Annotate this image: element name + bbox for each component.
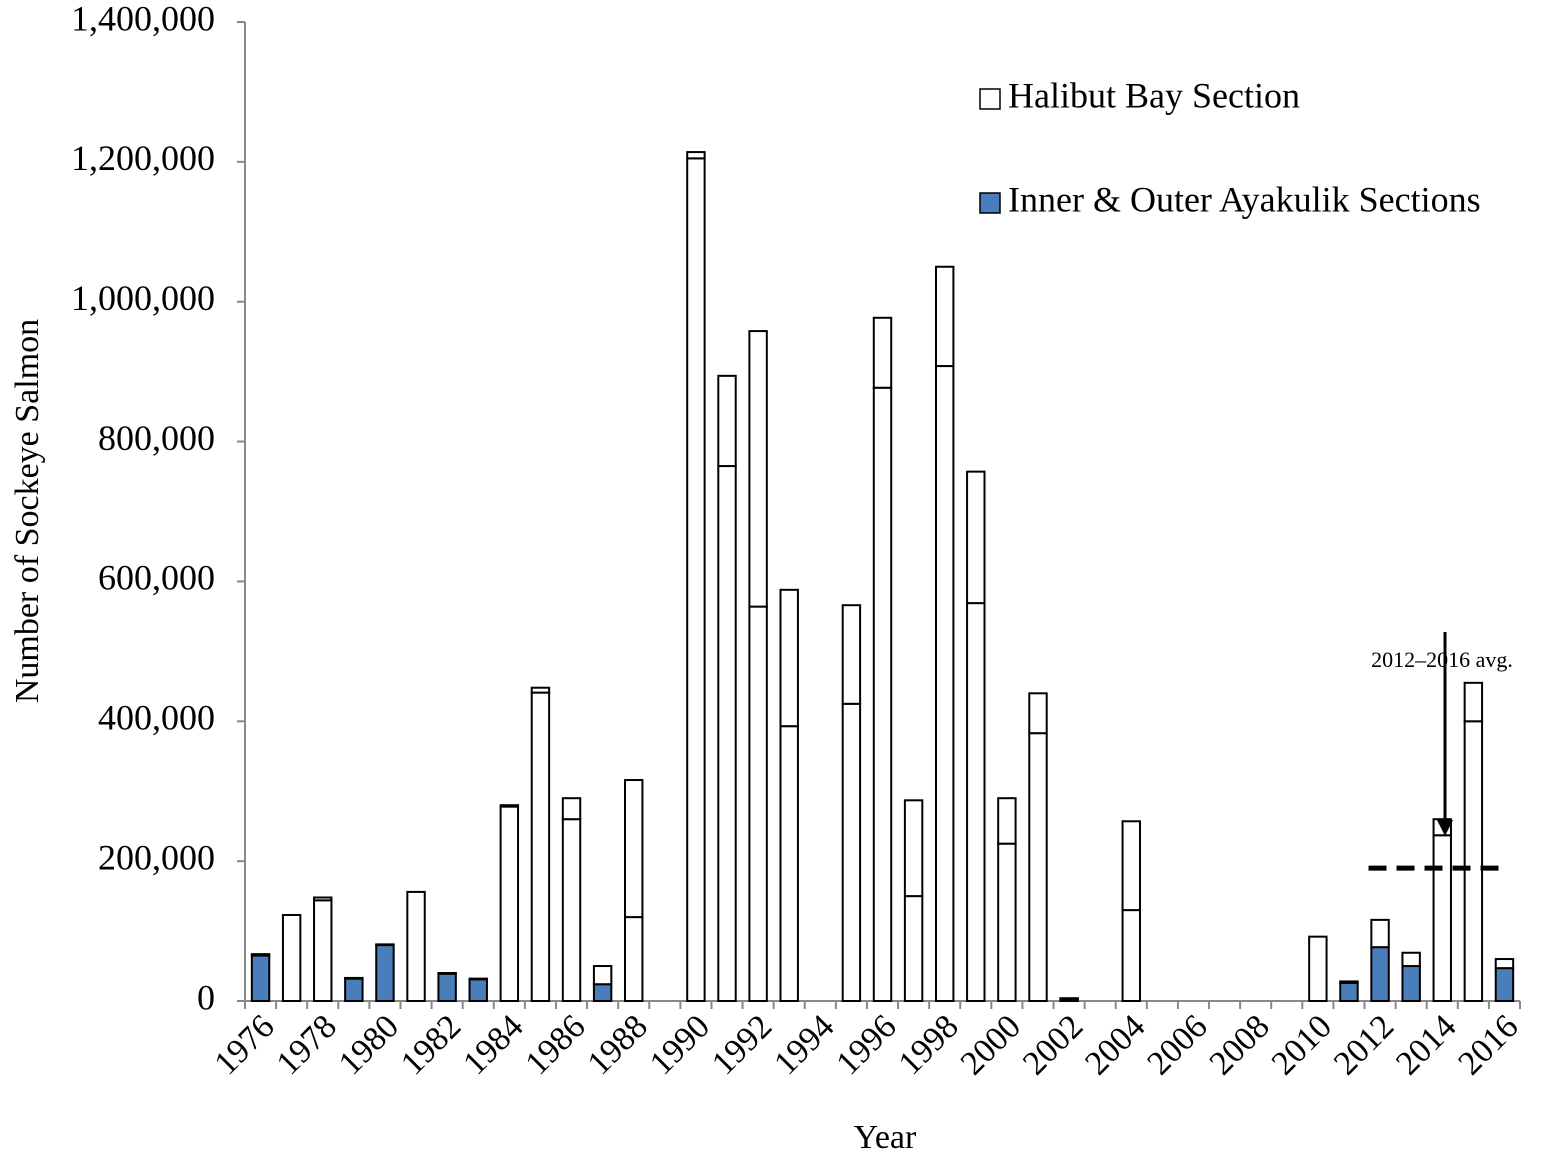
x-tick-label: 1988 xyxy=(581,1008,655,1082)
bar-segment xyxy=(872,316,893,389)
x-tick-label: 2004 xyxy=(1078,1008,1152,1082)
bar-segment xyxy=(1121,909,1141,1002)
x-tick-label: 2000 xyxy=(954,1008,1028,1082)
y-tick-label: 1,000,000 xyxy=(71,278,215,318)
bar-segment xyxy=(1370,918,1390,949)
x-tick-label: 2006 xyxy=(1140,1008,1214,1082)
bar-segment xyxy=(468,977,488,981)
bar-segment xyxy=(624,916,644,1002)
bar-segment xyxy=(934,265,955,368)
bar-segment xyxy=(1401,965,1421,1002)
bar-segment xyxy=(1339,981,1359,1002)
bar-segment xyxy=(313,896,333,902)
bar-segment xyxy=(1339,980,1359,984)
bar-segment xyxy=(1059,997,1079,1000)
bar-segment xyxy=(375,944,395,1002)
x-tick-label: 1982 xyxy=(394,1008,468,1082)
x-tick-label: 2010 xyxy=(1265,1008,1339,1082)
bar-segment xyxy=(1401,951,1421,968)
bar-segment xyxy=(748,605,768,1002)
bar-segment xyxy=(344,976,364,980)
bar-segment xyxy=(841,702,862,1003)
bar-segment xyxy=(1370,946,1390,1003)
bar-segment xyxy=(686,151,706,160)
y-tick-label: 1,400,000 xyxy=(71,0,215,38)
x-tick-label: 1984 xyxy=(456,1008,530,1082)
x-tick-label: 1978 xyxy=(270,1008,344,1082)
bar-segment xyxy=(686,157,706,1002)
y-axis-title: Number of Sockeye Salmon xyxy=(9,319,46,703)
y-tick-label: 800,000 xyxy=(98,418,215,458)
bar-segment xyxy=(250,954,271,1003)
bar-segment xyxy=(966,602,986,1003)
y-tick-label: 200,000 xyxy=(98,837,215,877)
bar-segment xyxy=(779,725,799,1002)
y-tick-label: 1,200,000 xyxy=(71,138,215,178)
annotation: 2012–2016 avg. xyxy=(1371,647,1513,672)
bar-segment xyxy=(344,977,364,1003)
bar-segment xyxy=(717,374,737,468)
y-tick-label: 600,000 xyxy=(98,558,215,598)
bar-segment xyxy=(1121,820,1141,912)
bar-segment xyxy=(437,972,457,975)
x-axis-title: Year xyxy=(854,1119,917,1156)
bar-segment xyxy=(841,604,862,705)
x-tick-label: 1998 xyxy=(892,1008,966,1082)
bar-segment xyxy=(1463,720,1484,1002)
bar-segment xyxy=(624,779,644,919)
x-tick-label: 2014 xyxy=(1389,1008,1463,1082)
bar-segment xyxy=(1463,681,1484,723)
bar-segment xyxy=(468,978,488,1002)
legend-label: Inner & Outer Ayakulik Sections xyxy=(1008,179,1481,219)
x-tick-label: 1976 xyxy=(207,1008,281,1082)
bar-segment xyxy=(530,686,551,694)
arrow-head xyxy=(1437,820,1453,836)
bar-segment xyxy=(1494,958,1515,970)
bar-segment xyxy=(281,913,302,1002)
bar-segment xyxy=(1028,732,1048,1002)
legend-label: Halibut Bay Section xyxy=(1008,75,1300,115)
bar-segment xyxy=(250,953,271,957)
bar-segment xyxy=(903,799,924,898)
bar-segment xyxy=(748,330,768,608)
bar-segment xyxy=(966,470,986,605)
bar-segment xyxy=(561,818,582,1003)
x-tick-label: 2012 xyxy=(1327,1008,1401,1082)
bar-segment xyxy=(592,983,613,1003)
bar-segment xyxy=(530,691,551,1002)
bar-segment xyxy=(1308,935,1328,1002)
bar-segment xyxy=(1028,692,1048,735)
y-tick-label: 0 xyxy=(197,977,215,1017)
bar-segment xyxy=(934,365,955,1002)
bar-segment xyxy=(717,465,737,1002)
legend-swatch xyxy=(979,192,1001,214)
x-tick-label: 2016 xyxy=(1451,1008,1525,1082)
x-tick-label: 2002 xyxy=(1016,1008,1090,1082)
bar-segment xyxy=(499,804,520,808)
bar-segment xyxy=(561,797,582,821)
bar-segment xyxy=(872,386,893,1002)
bar-segment xyxy=(779,588,799,728)
bar-segment xyxy=(997,842,1017,1002)
x-tick-label: 1980 xyxy=(332,1008,406,1082)
bar-segment xyxy=(406,890,426,1003)
bar-segment xyxy=(997,797,1017,845)
x-tick-label: 1996 xyxy=(829,1008,903,1082)
x-tick-label: 2008 xyxy=(1203,1008,1277,1082)
bar-segment xyxy=(437,972,457,1002)
x-tick-label: 1990 xyxy=(643,1008,717,1082)
bar-segment xyxy=(313,899,333,1002)
x-tick-label: 1994 xyxy=(767,1008,841,1082)
bar-segment xyxy=(499,805,520,1002)
x-tick-label: 1992 xyxy=(705,1008,779,1082)
bar-segment xyxy=(1494,967,1515,1002)
bar-segment xyxy=(903,895,924,1002)
bar-segment xyxy=(375,943,395,947)
bar-segment xyxy=(592,965,613,986)
bar-segment xyxy=(1432,834,1452,1002)
x-tick-label: 1986 xyxy=(518,1008,592,1082)
legend-swatch xyxy=(979,88,1001,110)
y-tick-label: 400,000 xyxy=(98,698,215,738)
